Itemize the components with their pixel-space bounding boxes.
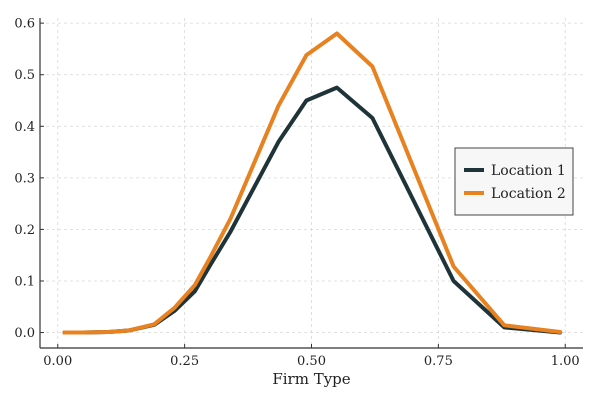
y-tick-label: 0.3 (14, 171, 35, 186)
legend: Location 1 Location 2 (454, 147, 574, 216)
y-tick-label: 0.1 (14, 274, 35, 289)
y-tick-label: 0.0 (14, 326, 35, 341)
legend-label-1: Location 1 (491, 163, 566, 179)
x-axis-title: Firm Type (272, 370, 350, 388)
x-tick-label: 0.75 (424, 354, 453, 369)
y-tick-label: 0.2 (14, 223, 35, 238)
x-tick-label: 0.00 (43, 354, 72, 369)
y-tick-label: 0.5 (14, 68, 35, 83)
y-tick-label: 0.6 (14, 17, 35, 32)
x-tick-label: 0.25 (170, 354, 199, 369)
series-lines (62, 31, 563, 335)
tick-labels: 0.00 0.25 0.50 0.75 1.00 0.0 0.1 0.2 0.3 0.4 0.5 0.… (14, 17, 579, 369)
x-tick-label: 1.00 (551, 354, 580, 369)
series-line-2 (62, 31, 563, 335)
x-tick-label: 0.50 (297, 354, 326, 369)
legend-box (454, 147, 574, 216)
y-tick-label: 0.4 (14, 120, 35, 135)
legend-label-2: Location 2 (491, 186, 566, 202)
axes (39, 18, 583, 349)
